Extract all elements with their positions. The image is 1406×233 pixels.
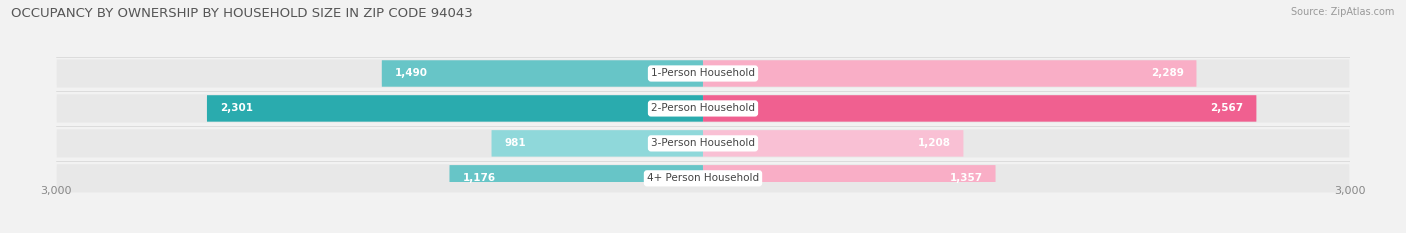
Text: OCCUPANCY BY OWNERSHIP BY HOUSEHOLD SIZE IN ZIP CODE 94043: OCCUPANCY BY OWNERSHIP BY HOUSEHOLD SIZE… <box>11 7 472 20</box>
FancyBboxPatch shape <box>703 60 1197 87</box>
Text: 1,357: 1,357 <box>949 173 983 183</box>
Text: 1-Person Household: 1-Person Household <box>651 69 755 79</box>
FancyBboxPatch shape <box>56 129 1350 158</box>
FancyBboxPatch shape <box>56 59 1350 88</box>
Text: 4+ Person Household: 4+ Person Household <box>647 173 759 183</box>
Text: 2,289: 2,289 <box>1150 69 1184 79</box>
FancyBboxPatch shape <box>56 94 1350 123</box>
FancyBboxPatch shape <box>703 130 963 157</box>
FancyBboxPatch shape <box>450 165 703 192</box>
Legend: Owner-occupied, Renter-occupied: Owner-occupied, Renter-occupied <box>588 230 818 233</box>
FancyBboxPatch shape <box>382 60 703 87</box>
FancyBboxPatch shape <box>703 95 1257 122</box>
Text: 2,567: 2,567 <box>1211 103 1243 113</box>
FancyBboxPatch shape <box>56 164 1350 192</box>
Text: 1,490: 1,490 <box>395 69 427 79</box>
FancyBboxPatch shape <box>492 130 703 157</box>
Text: 2,301: 2,301 <box>219 103 253 113</box>
Text: 981: 981 <box>505 138 526 148</box>
FancyBboxPatch shape <box>703 165 995 192</box>
FancyBboxPatch shape <box>207 95 703 122</box>
Text: 1,176: 1,176 <box>463 173 495 183</box>
Text: Source: ZipAtlas.com: Source: ZipAtlas.com <box>1291 7 1395 17</box>
Text: 3-Person Household: 3-Person Household <box>651 138 755 148</box>
Text: 1,208: 1,208 <box>918 138 950 148</box>
Text: 2-Person Household: 2-Person Household <box>651 103 755 113</box>
